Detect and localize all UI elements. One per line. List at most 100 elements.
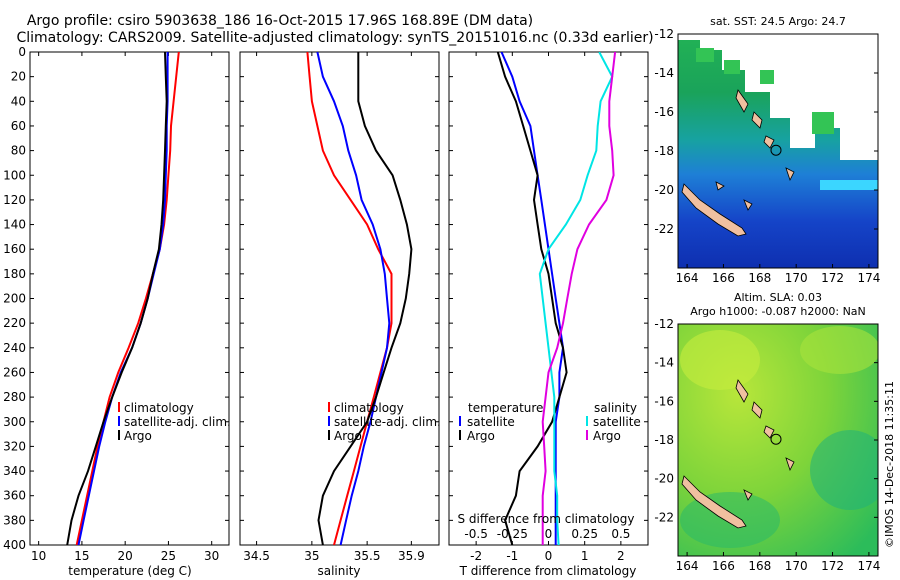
legend-climatology: climatology [124, 401, 194, 415]
temperature-plot-frame [29, 51, 230, 546]
sst-map-title: sat. SST: 24.5 Argo: 24.7 [710, 15, 846, 28]
s-x-tick-label: 0 [545, 527, 553, 541]
y-tick-label: 320 [3, 439, 26, 453]
x-tick-label: 10 [31, 549, 46, 563]
temperature-legend: climatology satellite-adj. clim. Argo [118, 401, 231, 443]
legend-argo: Argo [334, 429, 362, 443]
x-tick-label: 20 [118, 549, 133, 563]
x-tick-label: 1 [581, 549, 589, 563]
legend-s-argo: Argo [593, 429, 621, 443]
sst-argo-position-marker [770, 144, 782, 156]
y-tick-label: 40 [11, 94, 26, 108]
x-tick-label: 34.5 [243, 549, 270, 563]
x-tick-label: -2 [470, 549, 482, 563]
s-x-tick-label: -0.5 [464, 527, 487, 541]
legend-s-satellite: satellite [593, 415, 641, 429]
y-tick-label: 260 [3, 365, 26, 379]
sla-map-title: Altim. SLA: 0.03 [734, 291, 822, 304]
map-x-tick-label: 170 [785, 271, 808, 285]
salinity-plot-frame [239, 51, 440, 546]
figure-title-line1: Argo profile: csiro 5903638_186 16-Oct-2… [27, 13, 533, 29]
map-y-tick-label: -12 [654, 27, 674, 41]
legend-t-satellite: satellite [467, 415, 515, 429]
y-tick-label: 400 [3, 538, 26, 552]
differences-line-t-argo [496, 52, 568, 545]
map-axis-ticks: 164 166 168 170 172 174 -12 -14 -16 -18 -20 -22 164 1… [654, 27, 880, 573]
map-y-tick-label: -14 [654, 66, 674, 80]
sla-map-subtitle: Argo h1000: -0.087 h2000: NaN [690, 305, 866, 318]
y-tick-label: 60 [11, 119, 26, 133]
sla-argo-position-marker [770, 433, 782, 445]
x-tick-label: 35.5 [354, 549, 381, 563]
y-tick-label: 100 [3, 168, 26, 182]
salinity-line-satellite-adj-clim- [316, 52, 391, 545]
y-tick-label: 240 [3, 341, 26, 355]
temperature-line-climatology [75, 52, 180, 545]
y-tick-label: 340 [3, 464, 26, 478]
axis-ticks: 0204060801001201401601802002202402602803… [3, 45, 648, 563]
y-tick-label: 80 [11, 144, 26, 158]
s-x-tick-label: -0.25 [497, 527, 528, 541]
y-tick-label: 220 [3, 316, 26, 330]
sst-map [678, 34, 878, 268]
watermark: ©IMOS 14-Dec-2018 11:35:11 [883, 381, 896, 548]
s-x-tick-label: 0.5 [611, 527, 630, 541]
map-x-tick-label: 166 [712, 271, 735, 285]
salinity-legend: climatology satellite-adj. clim. Argo [328, 401, 441, 443]
map-x-tick-label: 174 [857, 271, 880, 285]
differences-line-s-satellite [538, 52, 614, 545]
map-x-tick-label: 172 [821, 559, 844, 573]
map-y-tick-label: -22 [654, 510, 674, 524]
x-tick-label: 15 [74, 549, 89, 563]
map-x-tick-label: 168 [748, 271, 771, 285]
profile-lines [66, 52, 617, 545]
y-tick-label: 280 [3, 390, 26, 404]
y-tick-label: 180 [3, 267, 26, 281]
y-tick-label: 380 [3, 513, 26, 527]
temperature-line-argo [66, 52, 168, 545]
map-y-tick-label: -22 [654, 222, 674, 236]
map-y-tick-label: -18 [654, 144, 674, 158]
map-y-tick-label: -16 [654, 105, 674, 119]
y-tick-label: 200 [3, 292, 26, 306]
differences-series-group [496, 52, 617, 545]
new-caledonia-island [681, 183, 747, 237]
x-tick-label: 30 [204, 549, 219, 563]
differences-line-s-argo [541, 52, 617, 545]
y-tick-label: 300 [3, 415, 26, 429]
map-y-tick-label: -18 [654, 433, 674, 447]
difference-legend: temperature satellite Argo salinity sate… [459, 401, 641, 443]
map-x-tick-label: 164 [676, 271, 699, 285]
legend-t-argo: Argo [467, 429, 495, 443]
map-x-tick-label: 170 [785, 559, 808, 573]
map-y-tick-label: -16 [654, 394, 674, 408]
map-y-tick-label: -12 [654, 317, 674, 331]
legend-satellite-adj: satellite-adj. clim. [124, 415, 231, 429]
x-tick-label: -1 [506, 549, 518, 563]
x-tick-label: 0 [545, 549, 553, 563]
legend-climatology: climatology [334, 401, 404, 415]
legend-salinity-heading: salinity [594, 401, 637, 415]
y-tick-label: 20 [11, 70, 26, 84]
map-x-tick-label: 174 [857, 559, 880, 573]
y-tick-label: 360 [3, 489, 26, 503]
salinity-series-group [306, 52, 413, 545]
map-y-tick-label: -20 [654, 183, 674, 197]
legend-satellite-adj: satellite-adj. clim. [334, 415, 441, 429]
map-y-tick-label: -20 [654, 472, 674, 486]
map-y-tick-label: -14 [654, 356, 674, 370]
difference-xlabel: T difference from climatology [459, 564, 637, 578]
y-tick-label: 160 [3, 242, 26, 256]
salinity-line-argo [317, 52, 413, 545]
temperature-xlabel: temperature (deg C) [68, 564, 191, 578]
x-tick-label: 35 [304, 549, 319, 563]
x-tick-label: 2 [617, 549, 625, 563]
differences-line-t-satellite [500, 52, 565, 545]
difference-plot-frame [448, 51, 649, 546]
figure-title-line2: Climatology: CARS2009. Satellite-adjuste… [16, 30, 653, 46]
x-tick-label: 25 [161, 549, 176, 563]
salinity-xlabel: salinity [317, 564, 360, 578]
temperature-series-group [66, 52, 180, 545]
salinity-line-climatology [306, 52, 393, 545]
